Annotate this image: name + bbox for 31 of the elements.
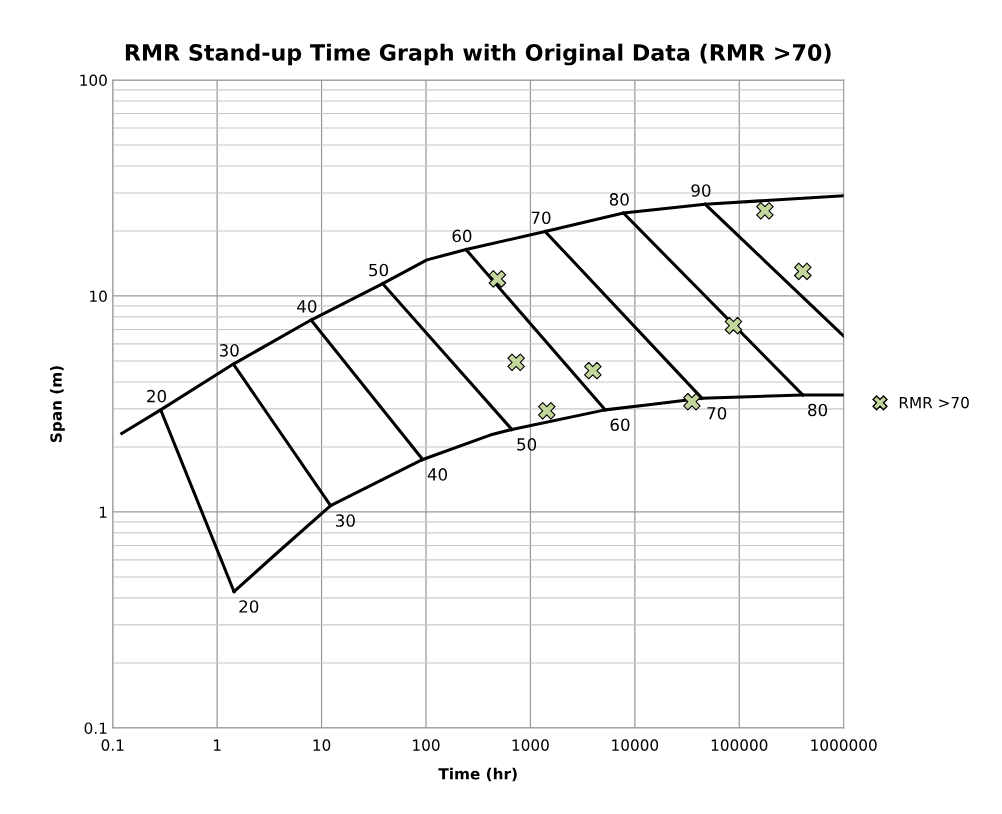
annotation: 20 <box>147 389 167 403</box>
y-tick-label: 100 <box>80 74 107 87</box>
annotation: 20 <box>239 600 259 613</box>
annotation: 50 <box>517 438 537 451</box>
annotation: 60 <box>610 418 630 432</box>
x-tick-label: 100 <box>413 739 440 751</box>
y-tick-label: 1 <box>99 506 107 518</box>
annotation: 80 <box>808 403 828 417</box>
legend-label: RMR >70 <box>899 396 969 409</box>
x-tick-label: 1000 <box>512 739 549 751</box>
x-tick-label: 0.1 <box>101 739 124 751</box>
annotation: 70 <box>531 211 551 225</box>
annotation: 30 <box>219 344 239 357</box>
annotation: 40 <box>427 468 448 481</box>
annotation: 70 <box>707 406 727 420</box>
y-axis-title: Span (m) <box>50 366 65 443</box>
annotation: 60 <box>452 229 472 243</box>
x-tick-label: 1000000 <box>811 739 877 751</box>
x-tick-label: 10000 <box>612 739 659 751</box>
x-tick-label: 10 <box>313 739 331 751</box>
y-tick-label: 10 <box>90 290 107 303</box>
x-tick-label: 1 <box>213 739 221 751</box>
x-axis-title: Time (hr) <box>438 767 517 782</box>
annotation: 80 <box>609 193 629 206</box>
chart-title: RMR Stand-up Time Graph with Original Data (RMR >70) <box>125 43 831 66</box>
annotation: 40 <box>297 300 317 313</box>
x-tick-label: 100000 <box>711 739 768 751</box>
annotation: 50 <box>369 263 389 277</box>
y-tick-label: 0.1 <box>84 722 107 734</box>
annotation: 30 <box>336 514 355 527</box>
annotation: 90 <box>691 184 711 197</box>
